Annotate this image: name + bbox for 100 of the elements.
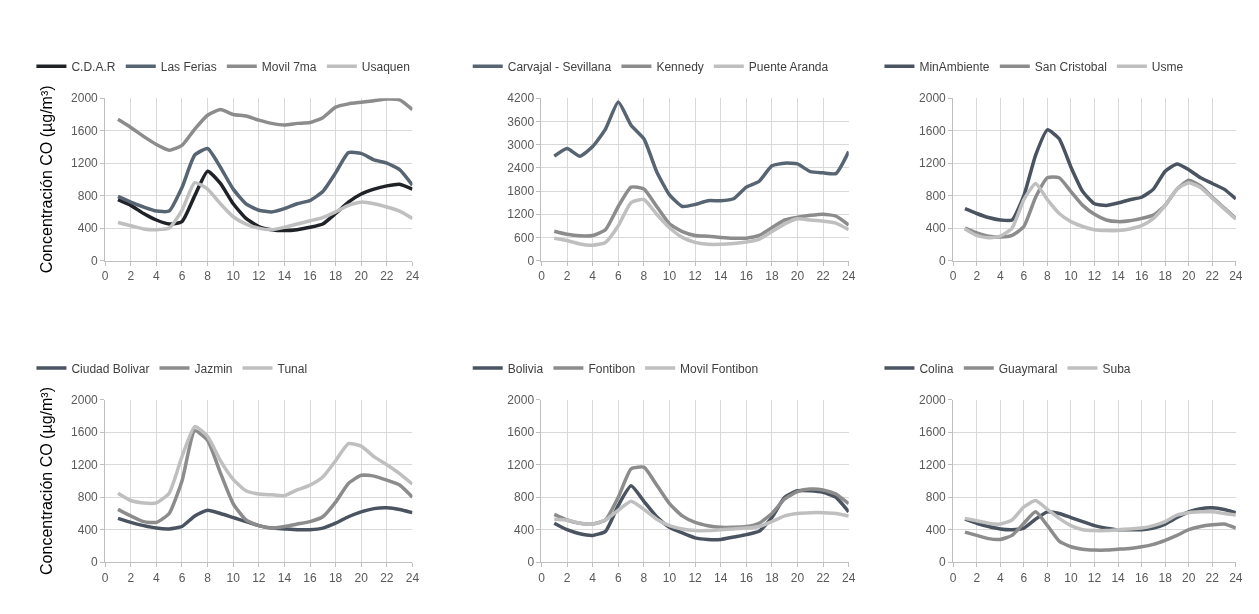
legend-label: Las Ferias [160, 59, 217, 74]
x-tick-label: 24 [405, 269, 420, 283]
x-tick-label: 24 [842, 269, 856, 283]
x-tick-label: 6 [1020, 570, 1028, 585]
y-tick-label: 4200 [507, 91, 535, 106]
x-tick-label: 18 [1158, 570, 1173, 585]
x-tick-label: 10 [226, 570, 241, 585]
legend-label: Movil Fontibon [680, 361, 759, 376]
x-tick-label: 16 [739, 570, 754, 585]
x-tick-label: 2 [973, 269, 981, 283]
y-axis-title: Concentración CO (µg/m³) [37, 85, 55, 274]
y-tick-label: 800 [925, 188, 947, 203]
y-tick-label: 1200 [507, 207, 535, 222]
x-tick-label: 20 [354, 570, 369, 585]
x-tick-label: 2 [127, 269, 135, 283]
x-tick-label: 12 [252, 570, 266, 585]
line-series [552, 185, 849, 241]
y-tick-label: 2000 [919, 393, 947, 407]
y-tick-label: 0 [939, 555, 947, 570]
legend-label: C.D.A.R [71, 59, 116, 74]
y-tick-label: 1600 [71, 123, 99, 138]
x-tick-label: 16 [1134, 570, 1149, 585]
x-tick-label: 4 [589, 269, 597, 283]
x-tick-label: 12 [688, 269, 703, 283]
line-series [963, 128, 1236, 223]
x-tick-label: 16 [739, 269, 754, 283]
y-tick-label: 800 [77, 490, 99, 505]
legend-label: Puente Aranda [748, 59, 829, 74]
y-tick-label: 600 [514, 230, 535, 245]
x-tick-label: 8 [204, 269, 212, 283]
legend-label: Colina [919, 361, 954, 376]
legend-label: Kennedy [656, 59, 704, 74]
x-tick-label: 4 [153, 570, 161, 585]
x-tick-label: 0 [949, 570, 957, 585]
x-tick-label: 10 [1064, 570, 1078, 585]
x-tick-label: 2 [563, 570, 571, 585]
y-tick-label: 1600 [919, 123, 947, 138]
x-tick-label: 20 [354, 269, 369, 283]
line-series [963, 510, 1236, 552]
y-tick-label: 1600 [919, 425, 947, 440]
y-tick-label: 1200 [507, 457, 535, 472]
y-tick-label: 0 [527, 253, 535, 268]
x-tick-label: 10 [662, 269, 677, 283]
legend-label: Tunal [277, 361, 308, 376]
x-tick-label: 14 [277, 269, 292, 283]
line-series [116, 146, 413, 214]
y-tick-label: 1800 [507, 184, 535, 199]
x-tick-label: 24 [842, 570, 856, 585]
line-series [116, 428, 413, 530]
x-tick-label: 12 [688, 570, 703, 585]
y-tick-label: 2000 [71, 91, 99, 106]
y-tick-label: 400 [925, 522, 947, 537]
x-tick-label: 18 [765, 570, 779, 585]
y-tick-label: 400 [77, 221, 99, 236]
line-series [116, 98, 413, 152]
x-tick-label: 20 [1182, 269, 1196, 283]
legend-label: San Cristobal [1034, 59, 1107, 74]
y-tick-label: 800 [925, 490, 947, 505]
legend-label: Suba [1102, 361, 1131, 376]
legend-label: Ciudad Bolivar [71, 361, 150, 376]
y-tick-label: 2400 [507, 161, 535, 175]
y-tick-label: 0 [91, 253, 99, 268]
line-series [552, 197, 849, 247]
legend-label: Guaymaral [998, 361, 1058, 376]
x-tick-label: 22 [816, 570, 831, 585]
x-tick-label: 10 [662, 570, 677, 585]
x-tick-label: 14 [277, 570, 292, 585]
x-tick-label: 6 [614, 570, 622, 585]
x-tick-label: 20 [1182, 570, 1196, 585]
x-tick-label: 22 [380, 269, 394, 283]
x-tick-label: 12 [252, 269, 266, 283]
legend-label: Fontibon [588, 361, 636, 376]
x-tick-label: 12 [1087, 269, 1102, 283]
y-tick-label: 800 [77, 188, 99, 203]
x-tick-label: 10 [226, 269, 241, 283]
y-tick-label: 2000 [919, 91, 947, 106]
x-tick-label: 22 [816, 269, 831, 283]
x-tick-label: 0 [101, 570, 109, 585]
x-tick-label: 18 [328, 269, 343, 283]
x-tick-label: 24 [1229, 570, 1243, 585]
x-tick-label: 8 [204, 570, 212, 585]
y-tick-label: 1200 [919, 156, 947, 171]
x-tick-label: 22 [1205, 269, 1220, 283]
x-tick-label: 14 [714, 570, 728, 585]
y-tick-label: 1200 [71, 457, 99, 472]
x-tick-label: 18 [765, 269, 779, 283]
x-tick-label: 14 [1111, 570, 1126, 585]
legend-label: MinAmbiente [919, 59, 990, 74]
x-tick-label: 4 [996, 269, 1004, 283]
y-tick-label: 1600 [71, 425, 99, 440]
x-tick-label: 22 [380, 570, 394, 585]
y-tick-label: 3600 [507, 114, 535, 129]
x-tick-label: 8 [640, 570, 648, 585]
x-tick-label: 0 [538, 570, 546, 585]
x-tick-label: 16 [303, 570, 317, 585]
x-tick-label: 2 [563, 269, 571, 283]
x-tick-label: 10 [1064, 269, 1078, 283]
x-tick-label: 14 [714, 269, 728, 283]
line-series [116, 180, 413, 232]
x-tick-label: 24 [405, 570, 420, 585]
